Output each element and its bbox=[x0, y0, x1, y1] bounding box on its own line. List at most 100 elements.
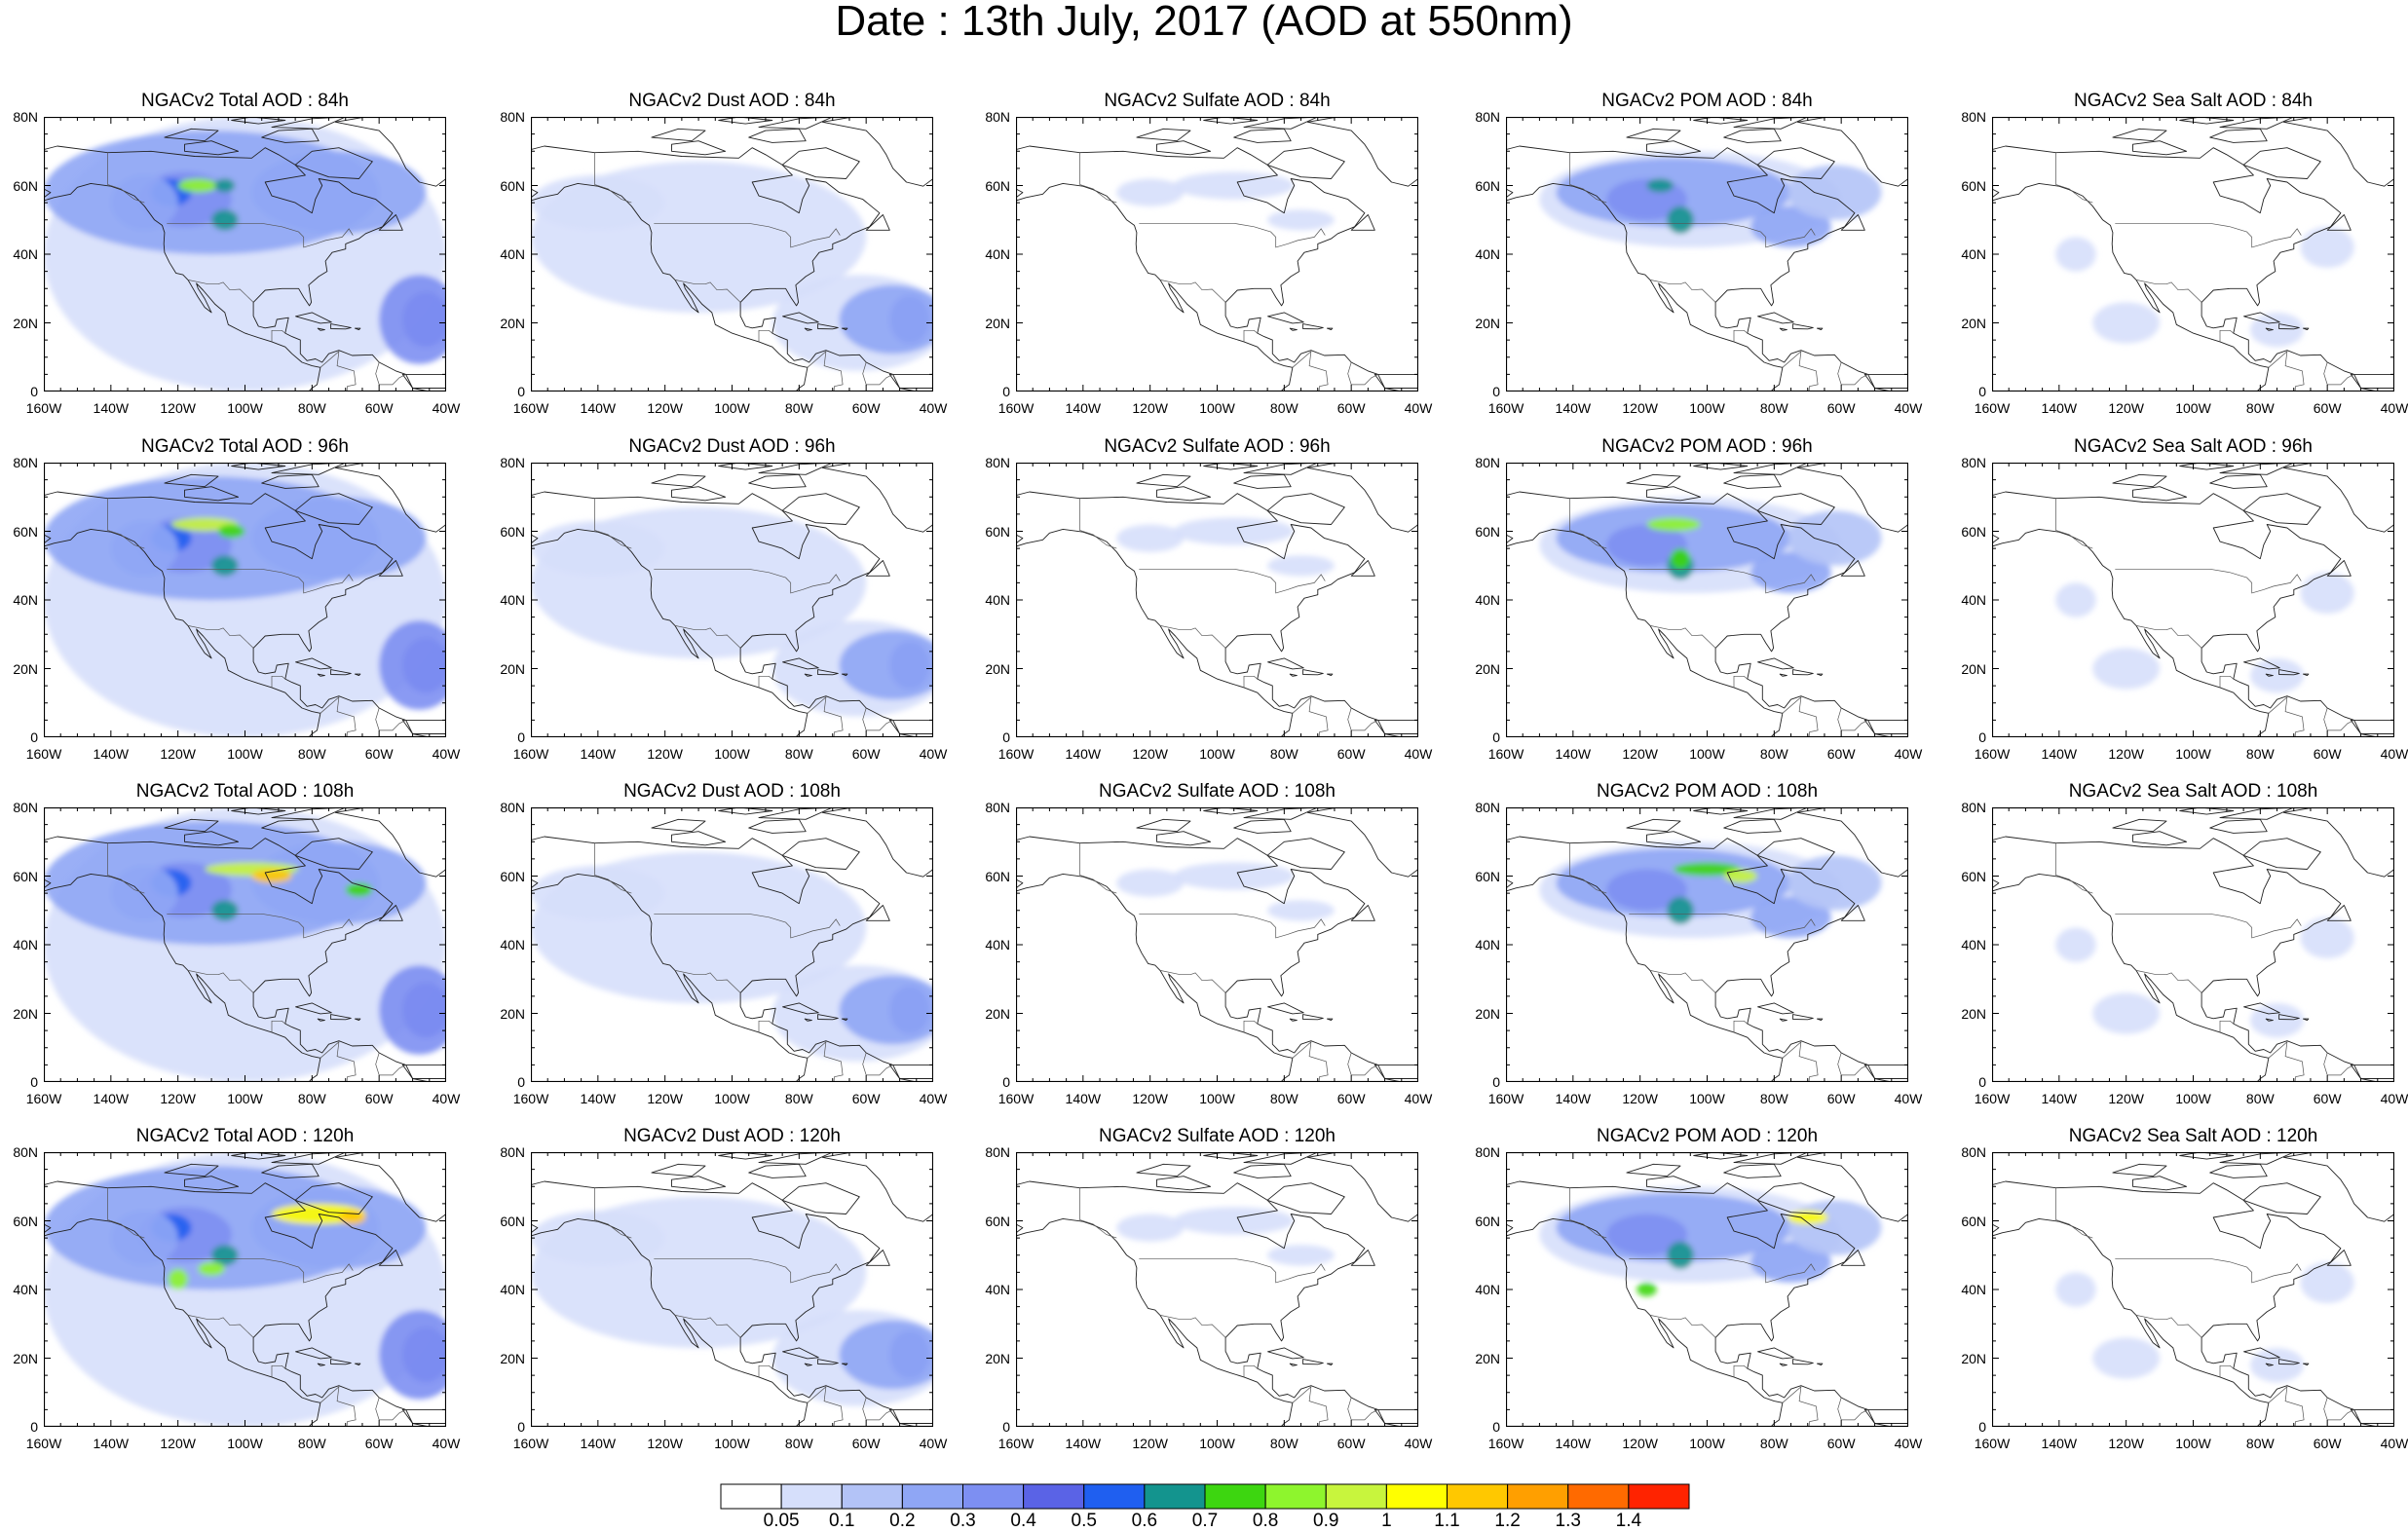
aod-map-dust-96h bbox=[531, 463, 933, 737]
country-border bbox=[2219, 1364, 2235, 1377]
island-coast bbox=[1723, 473, 1782, 489]
country-border bbox=[1569, 152, 1607, 204]
x-tick-label: 100W bbox=[1199, 1436, 1235, 1451]
axis-ticks bbox=[531, 117, 933, 392]
x-tick-label: 60W bbox=[851, 400, 881, 416]
greenland-coast bbox=[1796, 117, 1908, 187]
island-coast bbox=[1266, 493, 1345, 525]
island-coast bbox=[1267, 1347, 1304, 1360]
borders bbox=[1079, 152, 1378, 392]
aod-field bbox=[531, 1196, 933, 1406]
y-tick-label: 40N bbox=[500, 1282, 525, 1297]
y-tick-label: 60N bbox=[13, 177, 38, 194]
y-tick-label: 0 bbox=[30, 729, 38, 745]
greenland-coast bbox=[821, 1152, 933, 1222]
island-coast bbox=[1233, 473, 1292, 489]
panel-title: NGACv2 Sulfate AOD : 108h bbox=[1099, 781, 1336, 802]
y-tick-label: 40N bbox=[985, 246, 1010, 262]
aod-field bbox=[44, 463, 446, 737]
panel-title: NGACv2 POM AOD : 120h bbox=[1596, 1126, 1819, 1146]
island-coast bbox=[1779, 1363, 1787, 1366]
aod-blob bbox=[1750, 551, 1831, 593]
aod-blob bbox=[211, 555, 239, 577]
borders bbox=[1079, 842, 1378, 1082]
map-frame bbox=[44, 117, 446, 392]
aod-map-seasalt-84h bbox=[1992, 117, 2394, 392]
colorbar-box bbox=[780, 1483, 843, 1510]
island-coast bbox=[2209, 818, 2268, 834]
y-tick-label: 20N bbox=[500, 1005, 525, 1022]
x-tick-label: 140W bbox=[580, 1091, 617, 1106]
aod-field bbox=[2055, 916, 2354, 1038]
country-border bbox=[1292, 1040, 1329, 1082]
map-frame bbox=[1992, 463, 2394, 737]
y-tick-label: 20N bbox=[500, 1350, 525, 1366]
country-border bbox=[375, 1052, 406, 1076]
x-tick-label: 60W bbox=[851, 746, 881, 762]
borders bbox=[2055, 1187, 2354, 1427]
x-tick-label: 160W bbox=[1974, 400, 2011, 416]
island-coast bbox=[671, 1176, 727, 1191]
map-frame bbox=[1992, 1152, 2394, 1427]
x-tick-label: 40W bbox=[1404, 1091, 1433, 1106]
island-coast bbox=[164, 128, 219, 142]
country-border bbox=[1629, 222, 1816, 248]
y-tick-label: 0 bbox=[1978, 729, 1986, 745]
aod-blob bbox=[1787, 165, 1882, 220]
island-coast bbox=[2219, 463, 2295, 475]
aod-field bbox=[2055, 1261, 2354, 1383]
north-america-coast bbox=[1992, 836, 2394, 1082]
x-tick-label: 80W bbox=[297, 1091, 326, 1106]
island-coast bbox=[401, 719, 446, 734]
aod-blob bbox=[2250, 313, 2304, 348]
aod-blob bbox=[1750, 896, 1831, 938]
x-tick-label: 100W bbox=[2175, 1436, 2211, 1451]
island-coast bbox=[758, 807, 834, 820]
north-america-coast bbox=[1016, 836, 1418, 1082]
coastlines bbox=[1992, 1152, 2394, 1427]
island-coast bbox=[354, 673, 361, 677]
island-coast bbox=[804, 327, 812, 331]
island-coast bbox=[1266, 147, 1345, 179]
island-coast bbox=[1267, 312, 1304, 324]
y-tick-label: 80N bbox=[1961, 455, 1986, 470]
x-tick-label: 40W bbox=[919, 1091, 948, 1106]
aod-blob bbox=[110, 1210, 178, 1266]
country-border bbox=[2135, 1315, 2202, 1338]
x-tick-label: 160W bbox=[25, 746, 62, 762]
colorbar-label: 0.7 bbox=[1191, 1511, 1219, 1531]
aod-blob bbox=[1646, 517, 1701, 532]
island-coast bbox=[2132, 831, 2188, 846]
island-coast bbox=[354, 1363, 361, 1366]
country-border bbox=[1347, 361, 1378, 386]
aod-field bbox=[531, 161, 933, 371]
x-tick-label: 120W bbox=[2108, 1436, 2144, 1451]
x-tick-label: 40W bbox=[1404, 746, 1433, 762]
y-tick-label: 20N bbox=[1475, 1350, 1500, 1366]
colorbar-box bbox=[1325, 1483, 1387, 1510]
y-tick-label: 80N bbox=[500, 1144, 525, 1160]
map-frame bbox=[1992, 117, 2394, 392]
panel-title: NGACv2 Dust AOD : 108h bbox=[623, 781, 841, 802]
aod-blob bbox=[1116, 869, 1185, 897]
map-frame bbox=[1016, 1152, 1418, 1427]
aod-blob bbox=[214, 178, 236, 193]
y-tick-label: 40N bbox=[1961, 937, 1986, 953]
x-tick-label: 80W bbox=[784, 1436, 813, 1451]
aod-map-seasalt-120h bbox=[1992, 1152, 2394, 1427]
x-tick-label: 40W bbox=[1894, 400, 1923, 416]
country-border bbox=[187, 970, 254, 993]
island-coast bbox=[2209, 128, 2268, 143]
x-tick-label: 120W bbox=[160, 746, 196, 762]
aod-blob bbox=[251, 841, 427, 924]
y-tick-label: 20N bbox=[985, 1005, 1010, 1022]
x-tick-label: 140W bbox=[580, 746, 617, 762]
x-tick-label: 80W bbox=[297, 746, 326, 762]
island-coast bbox=[865, 560, 890, 577]
island-coast bbox=[1733, 463, 1809, 475]
island-coast bbox=[2265, 1363, 2274, 1366]
island-coast bbox=[1723, 1163, 1782, 1178]
y-tick-label: 20N bbox=[500, 315, 525, 331]
island-coast bbox=[2278, 323, 2300, 330]
borders bbox=[1079, 1187, 1378, 1427]
